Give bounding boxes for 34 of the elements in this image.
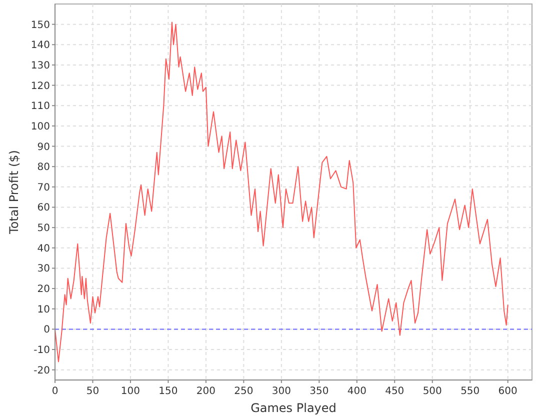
y-axis-title: Total Profit ($) xyxy=(7,150,21,235)
x-tick-label: 550 xyxy=(460,386,480,397)
y-tick-label: 30 xyxy=(37,264,50,275)
x-tick-label: 400 xyxy=(347,386,366,397)
y-tick-label: 40 xyxy=(37,243,50,254)
x-tick-label: 250 xyxy=(234,386,254,397)
y-tick-label: -20 xyxy=(34,365,50,376)
y-tick-label: 60 xyxy=(37,202,50,214)
x-tick-label: 450 xyxy=(385,386,404,397)
x-tick-label: 600 xyxy=(498,386,518,397)
x-tick-label: 200 xyxy=(196,386,216,397)
y-tick-label: 110 xyxy=(30,101,50,112)
x-tick-label: 500 xyxy=(422,386,442,397)
y-tick-label: 90 xyxy=(37,142,50,153)
x-tick-label: 50 xyxy=(86,386,100,397)
x-axis-title: Games Played xyxy=(250,401,336,415)
y-tick-label: 140 xyxy=(30,40,50,52)
y-tick-label: -10 xyxy=(34,345,50,356)
y-tick-label: 10 xyxy=(37,304,50,316)
y-tick-label: 70 xyxy=(37,182,50,194)
x-tick-label: 100 xyxy=(120,386,140,397)
y-tick-label: 0 xyxy=(44,324,50,336)
x-tick-label: 300 xyxy=(272,386,291,397)
y-tick-label: 130 xyxy=(30,60,50,72)
y-tick-label: 80 xyxy=(37,162,50,174)
y-tick-label: 20 xyxy=(37,284,50,296)
y-tick-label: 120 xyxy=(30,80,50,92)
x-tick-label: 0 xyxy=(52,386,58,397)
line-series xyxy=(54,22,508,362)
y-tick-label: 50 xyxy=(37,223,50,234)
y-tick-label: 100 xyxy=(30,121,50,132)
x-tick-label: 350 xyxy=(310,386,329,397)
y-tick-label: 150 xyxy=(30,20,50,31)
x-tick-label: 150 xyxy=(158,386,178,397)
